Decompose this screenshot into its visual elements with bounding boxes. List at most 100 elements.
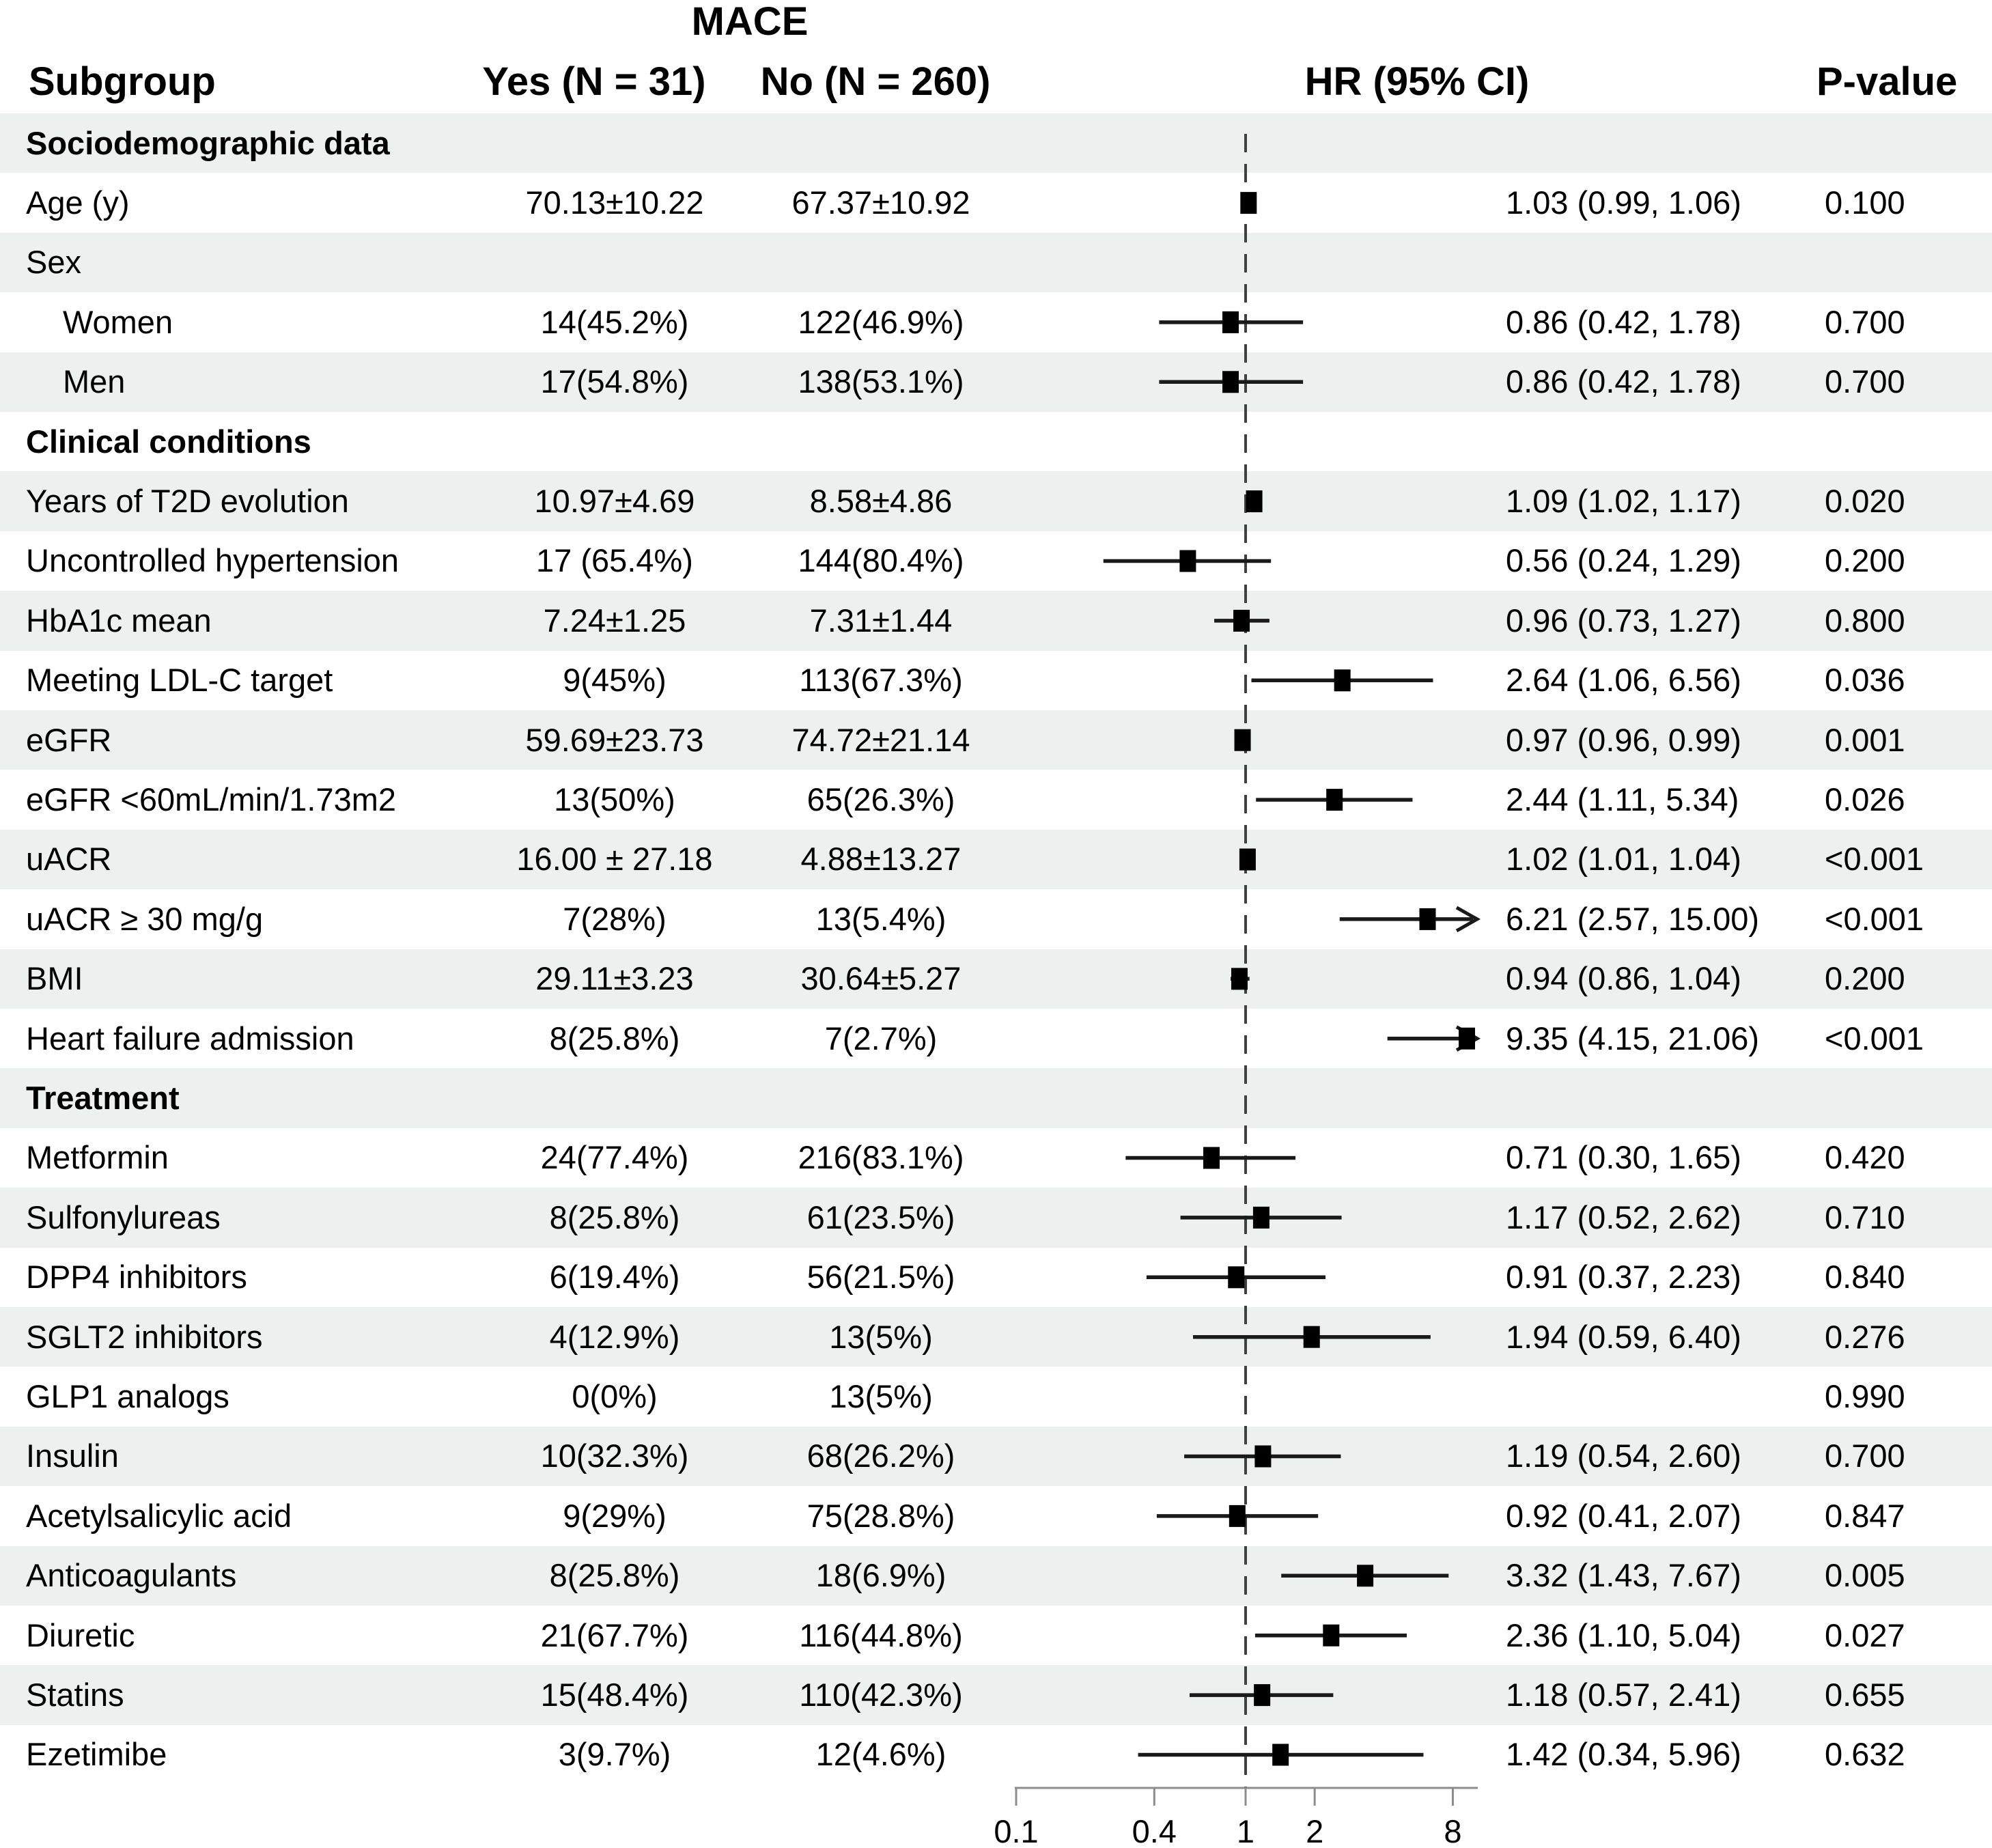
no-value: 116(44.8%)	[799, 1616, 963, 1653]
table-row: GLP1 analogs 0(0%) 13(5%) 0.990	[0, 1367, 1992, 1426]
col-header-subgroup: Subgroup	[29, 59, 216, 104]
no-value: 65(26.3%)	[806, 781, 955, 818]
hr-ci-value: 2.44 (1.11, 5.34)	[1506, 781, 1739, 818]
hr-ci-value: 9.35 (4.15, 21.06)	[1506, 1020, 1760, 1056]
p-value: <0.001	[1825, 1020, 1924, 1056]
hr-ci-value: 0.56 (0.24, 1.29)	[1506, 542, 1741, 579]
table-row: Insulin 10(32.3%) 68(26.2%) 1.19 (0.54, 2.6…	[0, 1426, 1992, 1487]
table-row: Statins 15(48.4%) 110(42.3%) 1.18 (0.57, 2.…	[0, 1665, 1992, 1725]
p-value: 0.036	[1825, 662, 1905, 699]
yes-value: 17 (65.4%)	[536, 542, 693, 579]
yes-value: 9(45%)	[563, 662, 667, 699]
p-value: 0.700	[1825, 1438, 1905, 1474]
no-value: 7.31±1.44	[809, 602, 953, 639]
p-value: 0.200	[1825, 960, 1905, 997]
table-row: Years of T2D evolution 10.97±4.69 8.58±4.8…	[0, 471, 1992, 531]
yes-value: 16.00 ± 27.18	[516, 841, 713, 878]
no-value: 122(46.9%)	[798, 303, 964, 340]
p-value: 0.420	[1825, 1139, 1905, 1176]
row-label: Treatment	[26, 1080, 180, 1117]
row-label: Uncontrolled hypertension	[26, 542, 399, 579]
p-value: 0.847	[1825, 1497, 1905, 1534]
row-label: BMI	[26, 960, 83, 997]
yes-value: 10(32.3%)	[540, 1438, 689, 1474]
p-value: 0.990	[1825, 1378, 1905, 1415]
p-value: 0.020	[1825, 483, 1905, 520]
no-value: 75(28.8%)	[806, 1497, 955, 1534]
axis-tick-label: 0.1	[994, 1813, 1039, 1848]
table-row: uACR 16.00 ± 27.18 4.88±13.27 1.02 (1.01, 1…	[0, 829, 1992, 890]
yes-value: 0(0%)	[572, 1378, 658, 1415]
no-value: 12(4.6%)	[815, 1736, 946, 1773]
yes-value: 13(50%)	[554, 781, 675, 818]
p-value: 0.655	[1825, 1677, 1905, 1713]
hr-ci-value: 1.18 (0.57, 2.41)	[1506, 1677, 1741, 1713]
no-value: 61(23.5%)	[806, 1199, 955, 1235]
table-row: Sex	[0, 232, 1992, 293]
yes-value: 6(19.4%)	[549, 1259, 680, 1296]
hr-ci-value: 2.64 (1.06, 6.56)	[1506, 662, 1741, 699]
p-value: 0.700	[1825, 363, 1905, 400]
p-value: <0.001	[1825, 900, 1924, 937]
hr-ci-value: 1.94 (0.59, 6.40)	[1506, 1318, 1741, 1355]
row-label: Insulin	[26, 1438, 119, 1474]
no-value: 18(6.9%)	[815, 1557, 946, 1594]
p-value: 0.200	[1825, 542, 1905, 579]
hr-ci-value: 6.21 (2.57, 15.00)	[1506, 900, 1760, 937]
axis-tick-label: 8	[1444, 1813, 1462, 1848]
row-label: Years of T2D evolution	[26, 483, 349, 520]
no-value: 4.88±13.27	[800, 841, 962, 878]
hr-ci-value: 1.17 (0.52, 2.62)	[1506, 1199, 1741, 1235]
p-value: 0.840	[1825, 1259, 1905, 1296]
hr-ci-value: 0.92 (0.41, 2.07)	[1506, 1497, 1741, 1534]
table-row: Sociodemographic data	[0, 113, 1992, 173]
yes-value: 7(28%)	[563, 900, 667, 937]
table-row: Women 14(45.2%) 122(46.9%) 0.86 (0.42, 1.78…	[0, 292, 1992, 352]
p-value: <0.001	[1825, 841, 1924, 878]
table-row: Age (y) 70.13±10.22 67.37±10.92 1.03 (0.99,…	[0, 173, 1992, 232]
hr-ci-value: 0.96 (0.73, 1.27)	[1506, 602, 1741, 639]
row-label: Metformin	[26, 1139, 169, 1176]
table-row: Men 17(54.8%) 138(53.1%) 0.86 (0.42, 1.78) 0…	[0, 352, 1992, 412]
hr-ci-value: 0.94 (0.86, 1.04)	[1506, 960, 1741, 997]
table-row: Heart failure admission 8(25.8%) 7(2.7%) 9.…	[0, 1009, 1992, 1068]
p-value: 0.710	[1825, 1199, 1905, 1235]
row-label: Heart failure admission	[26, 1020, 354, 1056]
row-label: Women	[63, 303, 173, 340]
yes-value: 15(48.4%)	[540, 1677, 689, 1713]
yes-value: 29.11±3.23	[535, 960, 694, 997]
hr-ci-value: 0.86 (0.42, 1.78)	[1506, 303, 1741, 340]
yes-value: 17(54.8%)	[540, 363, 689, 400]
p-value: 0.100	[1825, 184, 1905, 221]
row-label: Sulfonylureas	[26, 1199, 221, 1235]
hr-ci-value: 1.42 (0.34, 5.96)	[1506, 1736, 1741, 1773]
hr-ci-value: 1.19 (0.54, 2.60)	[1506, 1438, 1741, 1474]
yes-value: 3(9.7%)	[558, 1736, 671, 1773]
row-label: eGFR	[26, 721, 112, 758]
hr-ci-value: 1.03 (0.99, 1.06)	[1506, 184, 1741, 221]
row-label: Sociodemographic data	[26, 124, 390, 161]
row-label: Ezetimibe	[26, 1736, 167, 1773]
p-value: 0.001	[1825, 721, 1905, 758]
col-header-hr-ci: HR (95% CI)	[1304, 59, 1530, 104]
table-row: Meeting LDL-C target 9(45%) 113(67.3%) 2.64…	[0, 651, 1992, 710]
no-value: 67.37±10.92	[791, 184, 970, 221]
row-label: uACR ≥ 30 mg/g	[26, 900, 264, 937]
yes-value: 59.69±23.73	[525, 721, 704, 758]
col-header-pvalue: P-value	[1816, 59, 1958, 104]
p-value: 0.026	[1825, 781, 1905, 818]
table-row: DPP4 inhibitors 6(19.4%) 56(21.5%) 0.91 (0.…	[0, 1248, 1992, 1307]
axis-tick-label: 0.4	[1132, 1813, 1177, 1848]
row-label: SGLT2 inhibitors	[26, 1318, 263, 1355]
axis-tick-label: 1	[1236, 1813, 1255, 1848]
row-label: Men	[63, 363, 126, 400]
yes-value: 9(29%)	[563, 1497, 667, 1534]
p-value: 0.005	[1825, 1557, 1905, 1594]
col-header-yes: Yes (N = 31)	[482, 59, 706, 104]
hr-ci-value: 0.91 (0.37, 2.23)	[1506, 1259, 1741, 1296]
row-label: Acetylsalicylic acid	[26, 1497, 292, 1534]
table-row: Sulfonylureas 8(25.8%) 61(23.5%) 1.17 (0.52…	[0, 1188, 1992, 1248]
table-row: BMI 29.11±3.23 30.64±5.27 0.94 (0.86, 1.04)…	[0, 949, 1992, 1009]
table-row: Diuretic 21(67.7%) 116(44.8%) 2.36 (1.10, 5…	[0, 1606, 1992, 1665]
axis-tick-label: 2	[1306, 1813, 1324, 1848]
